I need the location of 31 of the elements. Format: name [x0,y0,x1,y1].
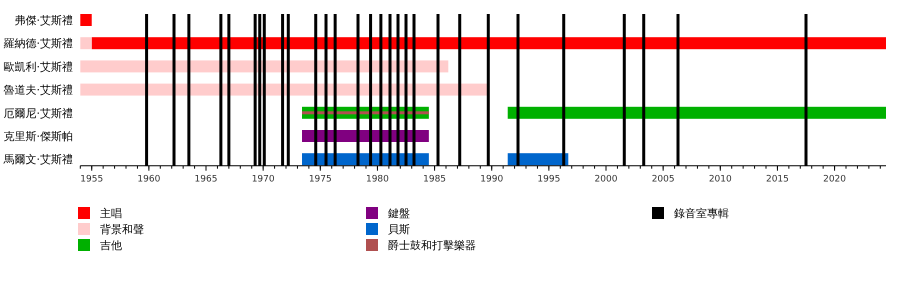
legend-label: 吉他 [100,239,122,252]
x-tick-label: 1970 [252,174,275,185]
x-tick-label: 2005 [652,174,675,185]
x-tick-label: 1990 [480,174,504,185]
y-tick-label: 厄爾尼·艾斯禮 [4,106,73,120]
x-tick-label: 2015 [766,174,789,185]
y-tick-label: 克里斯·傑斯帕 [4,130,73,143]
legend-label: 主唱 [100,207,122,220]
x-tick-label: 1965 [194,174,218,185]
x-tick-label: 1995 [537,174,560,185]
y-tick-label: 魯道夫·艾斯禮 [4,84,73,97]
y-tick-label: 歐凱利·艾斯禮 [4,60,73,74]
x-tick-label: 1955 [80,174,104,185]
x-tick-label: 1975 [308,174,332,185]
x-tick-label: 1980 [366,174,390,185]
legend-label: 爵士鼓和打擊樂器 [388,239,476,252]
bar [508,106,886,119]
legend-label: 錄音室專輯 [674,207,729,220]
bar [80,37,92,50]
y-tick-label: 羅納德·艾斯禮 [4,37,73,50]
legend-label: 背景和聲 [100,223,144,236]
legend-label: 貝斯 [388,223,410,236]
x-tick-label: 1985 [423,174,446,185]
x-tick-label: 2010 [708,174,732,185]
x-tick-label: 2000 [594,174,618,185]
x-tick-label: 2020 [823,174,846,185]
y-tick-label: 馬爾文·艾斯禮 [2,153,73,166]
legend-label: 鍵盤 [388,207,410,220]
bar [80,14,92,26]
x-tick-label: 1960 [137,174,161,185]
y-tick-label: 弗傑·艾斯禮 [14,14,73,27]
